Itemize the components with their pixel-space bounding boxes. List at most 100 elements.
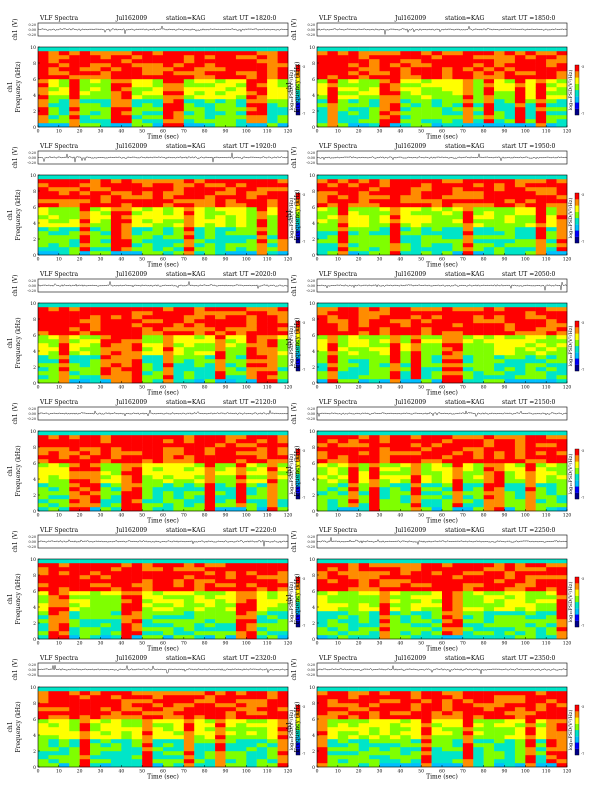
- spectrogram-cell: [121, 83, 132, 87]
- spectrogram-cell: [278, 183, 289, 187]
- spectrogram-cell: [194, 567, 205, 571]
- spectrogram-cell: [236, 63, 247, 67]
- spectrogram-cell: [484, 175, 495, 179]
- spectrogram-cell: [48, 319, 59, 323]
- spectrogram-cell: [484, 371, 495, 375]
- spectrogram-cell: [215, 231, 226, 235]
- spectrogram-cell: [463, 491, 474, 495]
- panel-header-label: VLF Spectra: [318, 527, 358, 534]
- spectrogram-cell: [90, 103, 101, 107]
- spectrogram-cell: [463, 327, 474, 331]
- spectrogram-cell: [236, 335, 247, 339]
- spectrogram-cell: [184, 447, 195, 451]
- spectrogram-cell: [463, 115, 474, 119]
- spectrogram-cell: [48, 47, 59, 51]
- spectrogram-cell: [257, 631, 268, 635]
- spectrogram-cell: [557, 175, 568, 179]
- spectrogram-cell: [90, 331, 101, 335]
- spectrogram-cell: [246, 239, 257, 243]
- spectrogram-cell: [163, 79, 174, 83]
- spectrogram-cell: [338, 55, 349, 59]
- spectrogram-cell: [515, 111, 526, 115]
- spectrogram-cell: [452, 343, 463, 347]
- spectrogram-cell: [163, 219, 174, 223]
- spectrogram-cell: [257, 203, 268, 207]
- spectrogram-cell: [132, 191, 143, 195]
- spectrogram-cell: [163, 503, 174, 507]
- y-tick-label: 6: [312, 77, 315, 83]
- spectrogram-cell: [338, 595, 349, 599]
- spectrogram-cell: [452, 55, 463, 59]
- spectrogram-cell: [153, 187, 164, 191]
- spectrogram-cell: [278, 315, 289, 319]
- spectrogram-cell: [411, 183, 422, 187]
- spectrogram-cell: [390, 183, 401, 187]
- spectrogram-cell: [246, 315, 257, 319]
- spectrogram-cell: [411, 475, 422, 479]
- spectrogram-cell: [246, 631, 257, 635]
- spectrogram-cell: [546, 243, 557, 247]
- spectrogram-cell: [369, 91, 380, 95]
- spectrogram-cell: [215, 619, 226, 623]
- spectrogram-cell: [205, 339, 216, 343]
- spectrogram-cell: [142, 447, 153, 451]
- spectrogram-cell: [380, 235, 391, 239]
- spectrogram-cell: [173, 67, 184, 71]
- spectrogram-cell: [59, 115, 70, 119]
- spectrogram-cell: [557, 239, 568, 243]
- spectrogram-cell: [421, 363, 432, 367]
- spectrogram-cell: [432, 83, 443, 87]
- spectrogram-cell: [452, 219, 463, 223]
- spectrogram-cell: [557, 243, 568, 247]
- spectrogram-cell: [317, 107, 328, 111]
- spectrogram-cell: [163, 567, 174, 571]
- spectrogram-cell: [515, 75, 526, 79]
- spectrogram-cell: [226, 443, 237, 447]
- spectrogram-cell: [38, 359, 49, 363]
- spectrogram-cell: [236, 355, 247, 359]
- spectrogram-cell: [317, 215, 328, 219]
- spectrogram-cell: [246, 195, 257, 199]
- spectrogram-cell: [163, 91, 174, 95]
- spectrogram-cell: [557, 187, 568, 191]
- spectrogram-cell: [494, 307, 505, 311]
- spectrogram-cell: [442, 443, 453, 447]
- spectrogram-cell: [557, 123, 568, 127]
- spectrogram-cell: [153, 51, 164, 55]
- spectrogram-cell: [317, 307, 328, 311]
- spectrogram-cell: [327, 175, 338, 179]
- x-tick-label: 50: [139, 129, 145, 135]
- spectrogram-cell: [69, 335, 80, 339]
- spectrogram-cell: [278, 199, 289, 203]
- spectrogram-cell: [484, 483, 495, 487]
- spectrogram-cell: [432, 203, 443, 207]
- spectrogram-cell: [184, 107, 195, 111]
- spectrogram-cell: [80, 223, 91, 227]
- spectrogram-cell: [536, 343, 547, 347]
- spectrogram-cell: [390, 75, 401, 79]
- colorbar-tick-label: -7: [581, 240, 584, 244]
- spectrogram-cell: [121, 119, 132, 123]
- spectrogram-cell: [111, 215, 122, 219]
- spectrogram-cell: [236, 431, 247, 435]
- y-tick-label: 4: [312, 221, 315, 227]
- spectrogram-cell: [80, 175, 91, 179]
- spectrogram-cell: [205, 191, 216, 195]
- spectrogram-cell: [494, 83, 505, 87]
- spectrogram-cell: [121, 371, 132, 375]
- spectrogram-cell: [278, 307, 289, 311]
- spectrogram-cell: [59, 611, 70, 615]
- spectrogram-cell: [111, 323, 122, 327]
- spectrogram-cell: [184, 235, 195, 239]
- spectrogram-cell: [484, 327, 495, 331]
- spectrogram-cell: [121, 627, 132, 631]
- x-tick-label: 120: [284, 129, 293, 135]
- spectrogram-cell: [226, 187, 237, 191]
- spectrogram-cell: [38, 619, 49, 623]
- spectrogram-cell: [505, 55, 516, 59]
- spectrogram-cell: [69, 199, 80, 203]
- spectrogram-cell: [246, 459, 257, 463]
- spectrogram-cell: [215, 303, 226, 307]
- spectrogram-cell: [452, 215, 463, 219]
- spectrogram-cell: [69, 59, 80, 63]
